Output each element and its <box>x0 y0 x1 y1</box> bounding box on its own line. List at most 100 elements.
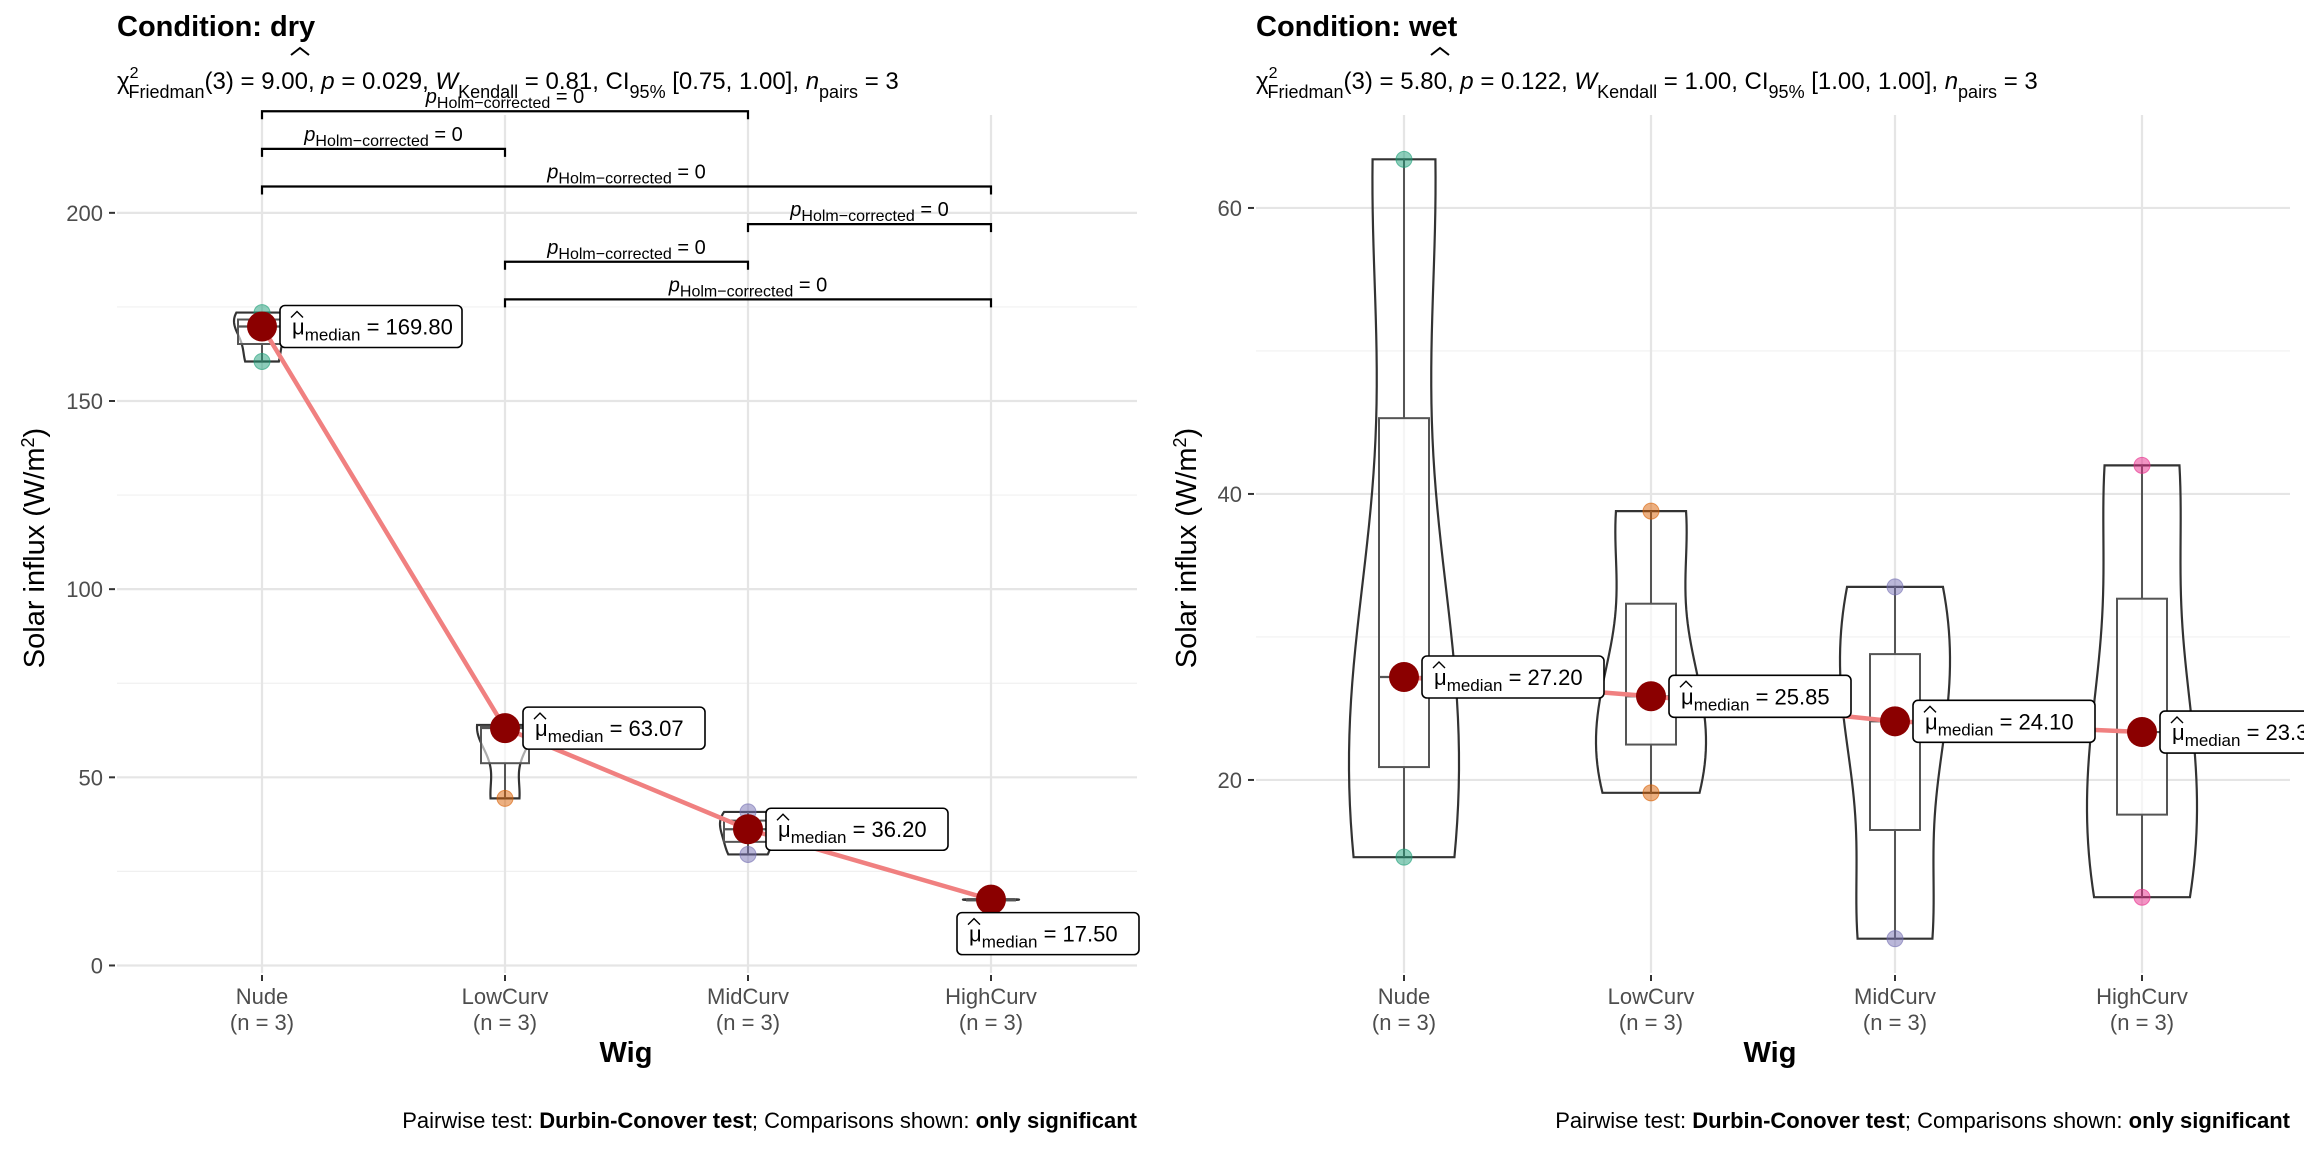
x-tick-label: Nude <box>236 984 289 1009</box>
panel-title: Condition: wet <box>1256 11 1458 43</box>
panel-title: Condition: dry <box>117 11 315 43</box>
data-point <box>1642 502 1660 520</box>
x-axis: Nude(n = 3)LowCurv(n = 3)MidCurv(n = 3)H… <box>230 975 1037 1035</box>
x-tick-label: LowCurv <box>462 984 549 1009</box>
median-marker <box>1636 681 1666 712</box>
data-point <box>2133 888 2151 906</box>
median-label: μmedian = 27.20 <box>1434 665 1583 695</box>
median-label-box <box>1421 655 1605 699</box>
significance-bracket <box>260 185 993 195</box>
median-label-box <box>2159 710 2304 754</box>
x-tick-n-label: (n = 3) <box>959 1010 1023 1035</box>
median-marker <box>733 814 763 845</box>
x-axis-title: Wig <box>600 1037 653 1069</box>
hat-mark <box>290 46 310 56</box>
median-label-box <box>279 304 463 349</box>
box <box>1378 417 1430 769</box>
y-tick-label: 100 <box>66 577 103 602</box>
data-point <box>2133 456 2151 474</box>
x-tick-label: HighCurv <box>2096 984 2188 1009</box>
median-marker <box>490 713 520 744</box>
x-tick-label: Nude <box>1378 984 1431 1009</box>
x-tick-label: MidCurv <box>707 984 789 1009</box>
significance-label: pHolm−corrected = 0 <box>668 274 827 300</box>
hat-mark <box>533 712 547 720</box>
significance-bracket <box>746 223 993 233</box>
median-label: μmedian = 169.80 <box>292 314 453 344</box>
x-tick-n-label: (n = 3) <box>716 1010 780 1035</box>
median-label-box <box>956 911 1140 956</box>
hat-mark <box>290 310 304 318</box>
data-point <box>1886 578 1904 596</box>
x-tick-n-label: (n = 3) <box>473 1010 537 1035</box>
x-tick-n-label: (n = 3) <box>1863 1010 1927 1035</box>
x-tick-n-label: (n = 3) <box>1619 1010 1683 1035</box>
x-tick-label: HighCurv <box>945 984 1037 1009</box>
y-axis: 0 50 100 150 200 <box>66 201 115 978</box>
significance-label: pHolm−corrected = 0 <box>546 237 705 263</box>
panel-subtitle: χ2 Friedman(3) = 5.80, p = 0.122, WKendal… <box>1256 65 2038 102</box>
median-marker <box>1880 706 1910 737</box>
x-axis: Nude(n = 3)LowCurv(n = 3)MidCurv(n = 3)H… <box>1372 975 2188 1035</box>
panel-subtitle: χ2 Friedman(3) = 9.00, p = 0.029, WKendal… <box>117 65 899 102</box>
y-tick-label: 0 <box>91 953 103 978</box>
median-label-box <box>1912 699 2096 744</box>
y-tick-label: 60 <box>1218 196 1242 221</box>
data-point <box>1395 848 1413 866</box>
plot-layer: μmedian = 169.80 μmedian = 63.07 μmedian =… <box>232 86 1140 956</box>
y-tick-label: 50 <box>79 765 103 790</box>
y-tick-label: 200 <box>66 201 103 226</box>
x-tick-n-label: (n = 3) <box>230 1010 294 1035</box>
x-axis-title: Wig <box>1744 1037 1797 1069</box>
violin <box>1838 585 1952 940</box>
median-marker <box>247 311 277 342</box>
hat-mark <box>2170 716 2184 724</box>
x-tick-n-label: (n = 3) <box>1372 1010 1436 1035</box>
y-axis: 20 40 60 <box>1218 196 1254 793</box>
median-label: μmedian = 36.20 <box>778 817 927 847</box>
median-trend-line <box>260 325 992 902</box>
y-tick-label: 20 <box>1218 768 1242 793</box>
median-label: μmedian = 17.50 <box>969 922 1118 952</box>
median-label-box <box>765 807 949 852</box>
box <box>2116 597 2168 816</box>
data-point <box>496 789 514 807</box>
hat-mark <box>1432 661 1446 669</box>
median-marker <box>1389 661 1419 692</box>
significance-label: pHolm−corrected = 0 <box>546 162 705 188</box>
significance-bracket <box>503 260 750 270</box>
significance-bracket <box>260 147 507 157</box>
significance-bracket <box>260 110 750 120</box>
plot-layer: μmedian = 27.20 μmedian = 25.85 μmedian = … <box>1347 150 2304 948</box>
violin <box>1347 158 1461 859</box>
x-tick-n-label: (n = 3) <box>2110 1010 2174 1035</box>
hat-mark <box>1679 680 1693 688</box>
caption: Pairwise test: Durbin-Conover test; Comp… <box>1555 1108 2290 1133</box>
median-marker <box>976 884 1006 915</box>
x-tick-label: LowCurv <box>1608 984 1695 1009</box>
y-axis-title: Solar influx (W/m2) <box>18 428 51 668</box>
median-label-box <box>1668 674 1852 719</box>
hat-mark <box>1430 46 1450 56</box>
panel-wet: Condition: wet χ2 Friedman(3) = 5.80, p =… <box>1170 11 2304 1133</box>
x-tick-label: MidCurv <box>1854 984 1936 1009</box>
caption: Pairwise test: Durbin-Conover test; Comp… <box>402 1108 1137 1133</box>
significance-label: pHolm−corrected = 0 <box>303 124 462 150</box>
grid <box>117 115 1137 973</box>
median-label: μmedian = 63.07 <box>535 716 684 746</box>
significance-label: pHolm−corrected = 0 <box>789 199 948 225</box>
y-tick-label: 40 <box>1218 482 1242 507</box>
data-point <box>1395 150 1413 168</box>
median-label: μmedian = 25.85 <box>1681 684 1830 714</box>
median-label: μmedian = 23.35 <box>2172 720 2304 750</box>
violin <box>475 723 535 800</box>
hat-mark <box>1923 705 1937 713</box>
y-tick-label: 150 <box>66 389 103 414</box>
data-point <box>1642 784 1660 802</box>
hat-mark <box>776 813 790 821</box>
data-point <box>739 845 757 863</box>
y-axis-title: Solar influx (W/m2) <box>1170 428 1203 668</box>
significance-label: pHolm−corrected = 0 <box>425 86 584 112</box>
